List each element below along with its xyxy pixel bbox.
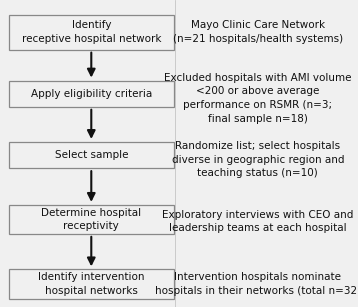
FancyBboxPatch shape bbox=[9, 14, 174, 50]
Text: Apply eligibility criteria: Apply eligibility criteria bbox=[31, 89, 152, 99]
Text: Identify
receptive hospital network: Identify receptive hospital network bbox=[21, 21, 161, 44]
Text: Intervention hospitals nominate
hospitals in their networks (total n=32): Intervention hospitals nominate hospital… bbox=[155, 272, 358, 296]
Text: Excluded hospitals with AMI volume
<200 or above average
performance on RSMR (n=: Excluded hospitals with AMI volume <200 … bbox=[164, 73, 352, 124]
Text: Mayo Clinic Care Network
(n=21 hospitals/health systems): Mayo Clinic Care Network (n=21 hospitals… bbox=[173, 21, 343, 44]
Text: Select sample: Select sample bbox=[54, 150, 128, 160]
Text: Determine hospital
receptivity: Determine hospital receptivity bbox=[41, 208, 141, 231]
FancyBboxPatch shape bbox=[9, 205, 174, 234]
FancyBboxPatch shape bbox=[9, 270, 174, 298]
FancyBboxPatch shape bbox=[9, 81, 174, 107]
FancyBboxPatch shape bbox=[9, 142, 174, 168]
Text: Identify intervention
hospital networks: Identify intervention hospital networks bbox=[38, 272, 145, 296]
Text: Exploratory interviews with CEO and
leadership teams at each hospital: Exploratory interviews with CEO and lead… bbox=[162, 210, 353, 233]
Text: Randomize list; select hospitals
diverse in geographic region and
teaching statu: Randomize list; select hospitals diverse… bbox=[171, 141, 344, 178]
